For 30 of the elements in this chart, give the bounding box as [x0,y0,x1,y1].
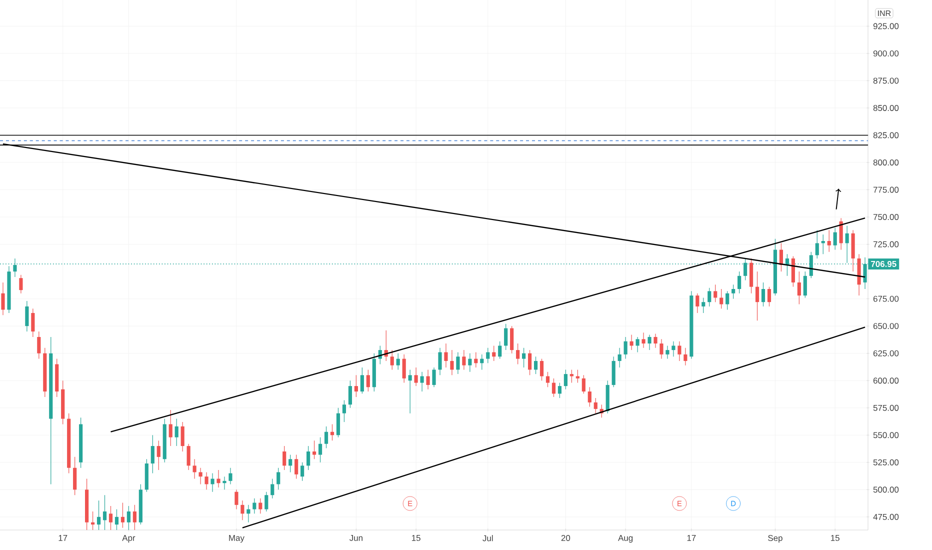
y-tick-label: 775.00 [873,186,899,193]
y-tick-label: 725.00 [873,241,899,248]
y-tick-label: 650.00 [873,323,899,330]
x-tick-label: Sep [768,535,782,543]
x-tick-label: 15 [412,535,420,541]
y-tick-label: 525.00 [873,459,899,466]
y-tick-label: 500.00 [873,486,899,493]
y-tick-label: 900.00 [873,50,899,56]
x-tick-label: 15 [831,535,840,541]
y-tick-label: 625.00 [873,350,899,356]
x-tick-label: 17 [687,535,696,541]
x-tick-label: 20 [561,535,570,542]
x-tick-label: 17 [58,535,68,541]
y-tick-label: 675.00 [873,296,899,302]
x-tick-label: Apr [122,535,136,543]
y-tick-label: 925.00 [873,23,899,30]
x-tick-label: May [229,535,244,543]
y-tick-label: 850.00 [873,104,899,111]
y-tick-label: 475.00 [873,514,899,520]
y-tick-label: 600.00 [873,378,899,384]
y-tick-label: 825.00 [873,132,899,138]
y-tick-label: 550.00 [873,432,899,438]
y-tick-label: 750.00 [873,214,899,220]
ref-line-label: 706.95 [871,260,896,267]
x-tick-label: Jun [349,535,362,541]
y-tick-label: 800.00 [873,159,899,166]
x-tick-label: Jul [482,535,493,542]
x-tick-label: Aug [618,535,633,543]
y-tick-label: 575.00 [873,404,899,411]
y-tick-label: 875.00 [873,78,899,84]
